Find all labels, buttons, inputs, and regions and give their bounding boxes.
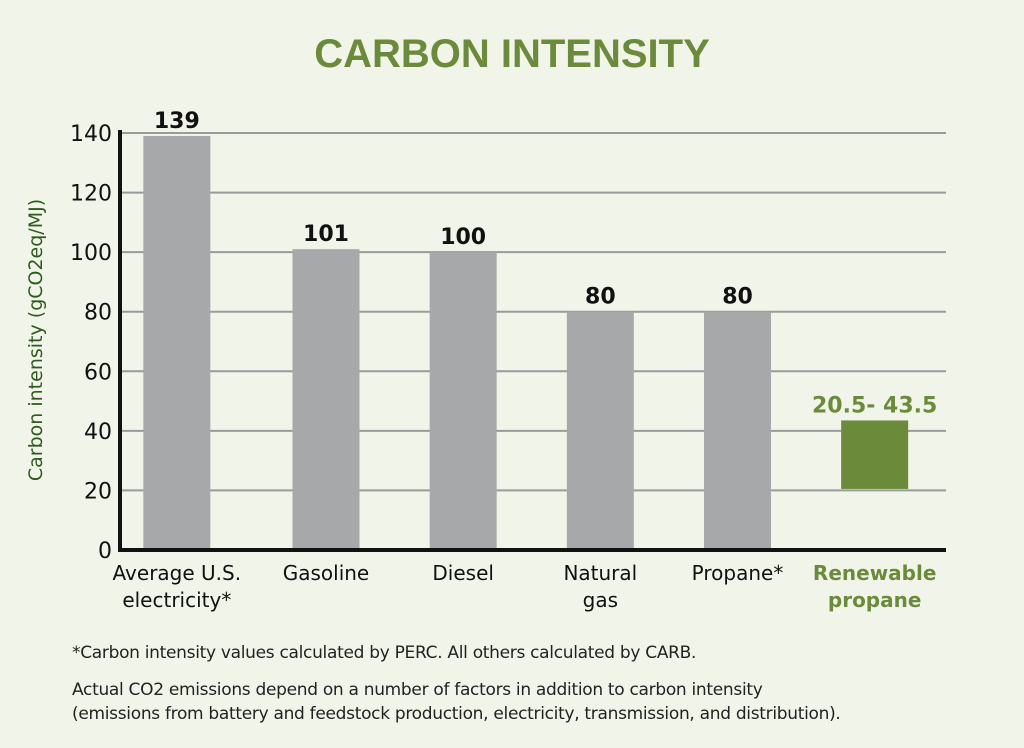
data-label: 20.5- 43.5 xyxy=(812,393,937,418)
x-tick-label: propane xyxy=(828,588,922,612)
x-tick-label: Gasoline xyxy=(283,561,370,585)
y-tick-label: 0 xyxy=(98,539,112,564)
bar xyxy=(704,311,771,550)
x-tick-label: Diesel xyxy=(432,561,494,585)
y-axis-label: Carbon intensity (gCO2eq/MJ) xyxy=(25,199,47,481)
bar xyxy=(429,252,497,550)
y-tick-label: 60 xyxy=(84,360,112,385)
y-tick-label: 40 xyxy=(84,420,112,445)
x-tick-label: Average U.S. xyxy=(113,561,242,585)
footnote-2: Actual CO2 emissions depend on a number … xyxy=(72,680,763,700)
y-tick-label: 100 xyxy=(70,241,112,266)
x-tick-label: Renewable xyxy=(813,561,936,585)
bar xyxy=(841,420,909,489)
data-label: 139 xyxy=(154,109,200,134)
x-tick-label: Natural xyxy=(563,561,637,585)
chart-title: CARBON INTENSITY xyxy=(314,32,710,76)
bar xyxy=(143,135,211,550)
data-label: 80 xyxy=(722,285,753,310)
footnote-1: *Carbon intensity values calculated by P… xyxy=(72,643,697,663)
data-label: 101 xyxy=(303,222,349,247)
bar xyxy=(566,311,634,550)
x-tick-label: Propane* xyxy=(692,561,784,585)
x-tick-label: gas xyxy=(583,588,618,612)
data-label: 80 xyxy=(585,285,616,310)
y-tick-label: 20 xyxy=(84,479,112,504)
data-label: 100 xyxy=(440,225,486,250)
bar xyxy=(292,249,360,550)
x-tick-label: electricity* xyxy=(122,588,231,612)
y-tick-label: 120 xyxy=(70,182,112,207)
y-tick-label: 140 xyxy=(70,122,112,147)
footnote-3: (emissions from battery and feedstock pr… xyxy=(72,704,841,724)
y-tick-label: 80 xyxy=(84,301,112,326)
